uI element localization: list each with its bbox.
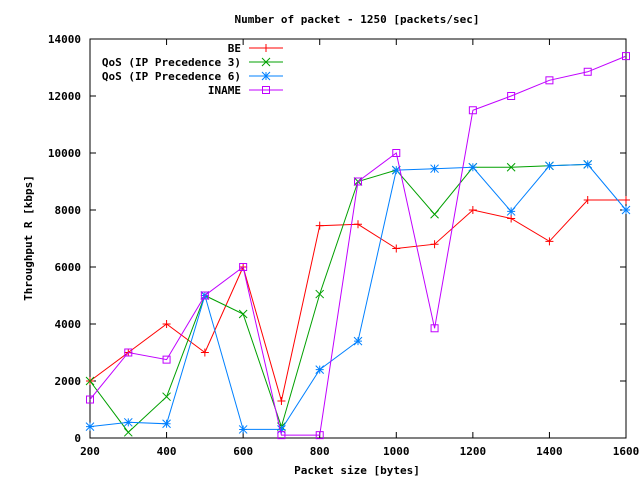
data-point bbox=[583, 196, 592, 205]
series-layer bbox=[85, 52, 631, 440]
legend-label: QoS (IP Precedence 3) bbox=[102, 56, 241, 69]
data-point bbox=[545, 76, 554, 85]
series-line bbox=[89, 55, 627, 436]
y-tick-label: 8000 bbox=[55, 204, 82, 217]
y-tick-label: 2000 bbox=[55, 375, 82, 388]
data-point bbox=[277, 425, 286, 434]
legend-marker bbox=[261, 57, 271, 67]
legend-label: BE bbox=[228, 42, 241, 55]
y-tick-label: 4000 bbox=[55, 318, 82, 331]
data-point bbox=[354, 177, 362, 186]
data-point bbox=[85, 376, 95, 386]
data-point bbox=[200, 291, 209, 300]
data-point bbox=[353, 336, 363, 346]
data-point bbox=[392, 244, 401, 253]
legend-marker bbox=[261, 71, 271, 81]
series-1 bbox=[86, 196, 630, 405]
data-point bbox=[277, 431, 286, 440]
data-point bbox=[123, 417, 133, 427]
series-line bbox=[89, 163, 588, 434]
data-point bbox=[430, 164, 439, 174]
data-point bbox=[621, 205, 631, 215]
chart-title: Number of packet - 1250 [packets/sec] bbox=[234, 13, 479, 26]
data-point bbox=[392, 149, 401, 157]
data-point bbox=[162, 419, 171, 429]
data-point bbox=[315, 365, 325, 374]
data-point bbox=[430, 240, 439, 249]
data-point bbox=[86, 395, 94, 404]
data-point bbox=[85, 422, 95, 431]
data-point bbox=[506, 162, 516, 172]
y-tick-label: 12000 bbox=[48, 90, 81, 103]
y-tick-label: 6000 bbox=[55, 261, 82, 274]
x-tick-label: 1200 bbox=[460, 445, 487, 458]
data-point bbox=[162, 320, 171, 328]
x-tick-label: 1000 bbox=[383, 445, 410, 458]
axis-ticks: 200 400 600 800 1000 1200 1400 1600 0 2000 4000 600… bbox=[48, 33, 639, 458]
data-point bbox=[354, 220, 362, 229]
data-point bbox=[545, 161, 554, 171]
data-point bbox=[124, 348, 133, 357]
y-tick-label: 0 bbox=[74, 432, 81, 445]
plot-area-frame bbox=[89, 38, 627, 439]
y-axis-label: Throughput R [kbps] bbox=[22, 175, 35, 301]
data-point bbox=[468, 162, 478, 172]
data-point bbox=[507, 214, 516, 223]
data-point bbox=[239, 263, 248, 271]
legend-label: INAME bbox=[208, 84, 241, 97]
series-line bbox=[89, 163, 627, 430]
data-point bbox=[200, 348, 209, 357]
data-point bbox=[545, 237, 554, 246]
data-point bbox=[315, 431, 324, 440]
data-point bbox=[391, 165, 401, 175]
data-point bbox=[315, 221, 324, 230]
data-point bbox=[430, 209, 439, 219]
x-tick-label: 800 bbox=[310, 445, 330, 458]
data-point bbox=[315, 289, 325, 299]
series-line bbox=[89, 199, 626, 402]
series-4 bbox=[86, 52, 630, 440]
legend-label: QoS (IP Precedence 6) bbox=[102, 70, 241, 83]
data-point bbox=[430, 324, 439, 333]
data-point bbox=[277, 396, 286, 405]
data-point bbox=[162, 392, 171, 402]
data-point bbox=[622, 52, 630, 61]
x-axis-label: Packet size [bytes] bbox=[294, 464, 420, 477]
x-tick-label: 600 bbox=[233, 445, 253, 458]
y-tick-label: 10000 bbox=[48, 147, 81, 160]
data-point bbox=[507, 92, 516, 100]
series-3 bbox=[85, 160, 631, 434]
data-point bbox=[506, 207, 516, 216]
x-tick-label: 400 bbox=[157, 445, 177, 458]
data-point bbox=[238, 309, 248, 319]
legend-marker bbox=[262, 44, 270, 52]
data-point bbox=[162, 355, 171, 364]
y-tick-label: 14000 bbox=[48, 33, 81, 46]
x-tick-label: 1400 bbox=[536, 445, 563, 458]
data-point bbox=[123, 427, 133, 437]
data-point bbox=[583, 67, 592, 76]
data-point bbox=[238, 425, 248, 434]
legend-marker bbox=[262, 86, 270, 94]
x-tick-label: 1600 bbox=[613, 445, 640, 458]
x-tick-label: 200 bbox=[80, 445, 100, 458]
data-point bbox=[468, 206, 477, 214]
data-point bbox=[468, 106, 477, 115]
data-point bbox=[622, 196, 630, 205]
series-2 bbox=[85, 160, 593, 437]
data-point bbox=[583, 160, 593, 169]
